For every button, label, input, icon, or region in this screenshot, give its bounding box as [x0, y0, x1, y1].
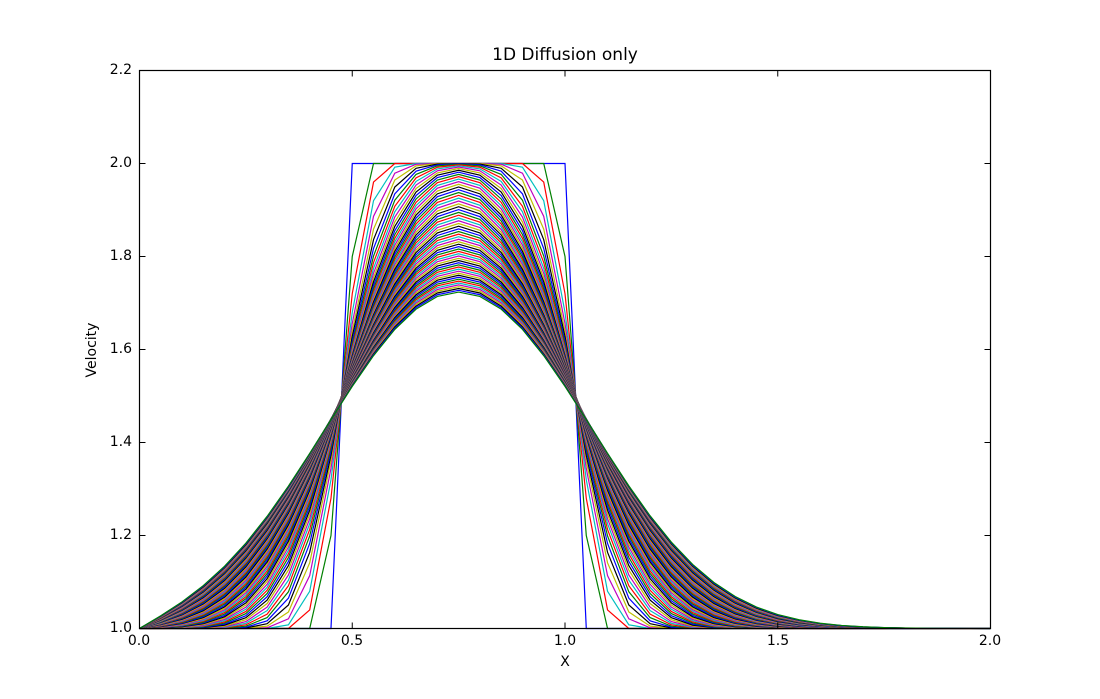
- chart-title: 1D Diffusion only: [492, 45, 638, 65]
- x-axis-label: X: [560, 654, 570, 670]
- y-tick-label: 1.0: [109, 620, 132, 636]
- velocity-curves: [139, 162, 991, 630]
- x-tick-label: 1.0: [553, 633, 577, 649]
- x-tick-label: 0.5: [340, 633, 364, 649]
- x-tick-label: 1.5: [766, 633, 790, 649]
- y-tick-label: 1.6: [109, 341, 132, 357]
- y-tick-label: 1.4: [109, 434, 132, 450]
- y-tick-label: 2.0: [109, 155, 132, 171]
- y-axis-label: Velocity: [84, 322, 100, 378]
- y-tick-label: 1.2: [109, 527, 132, 543]
- velocity-curve: [139, 203, 991, 630]
- x-tick-label: 0.0: [127, 633, 151, 649]
- y-tick-label: 2.2: [109, 62, 132, 78]
- velocity-curve: [139, 291, 991, 630]
- y-tick-label: 1.8: [109, 248, 132, 264]
- x-tick-label: 2.0: [978, 633, 1002, 649]
- tick-marks: [139, 70, 991, 629]
